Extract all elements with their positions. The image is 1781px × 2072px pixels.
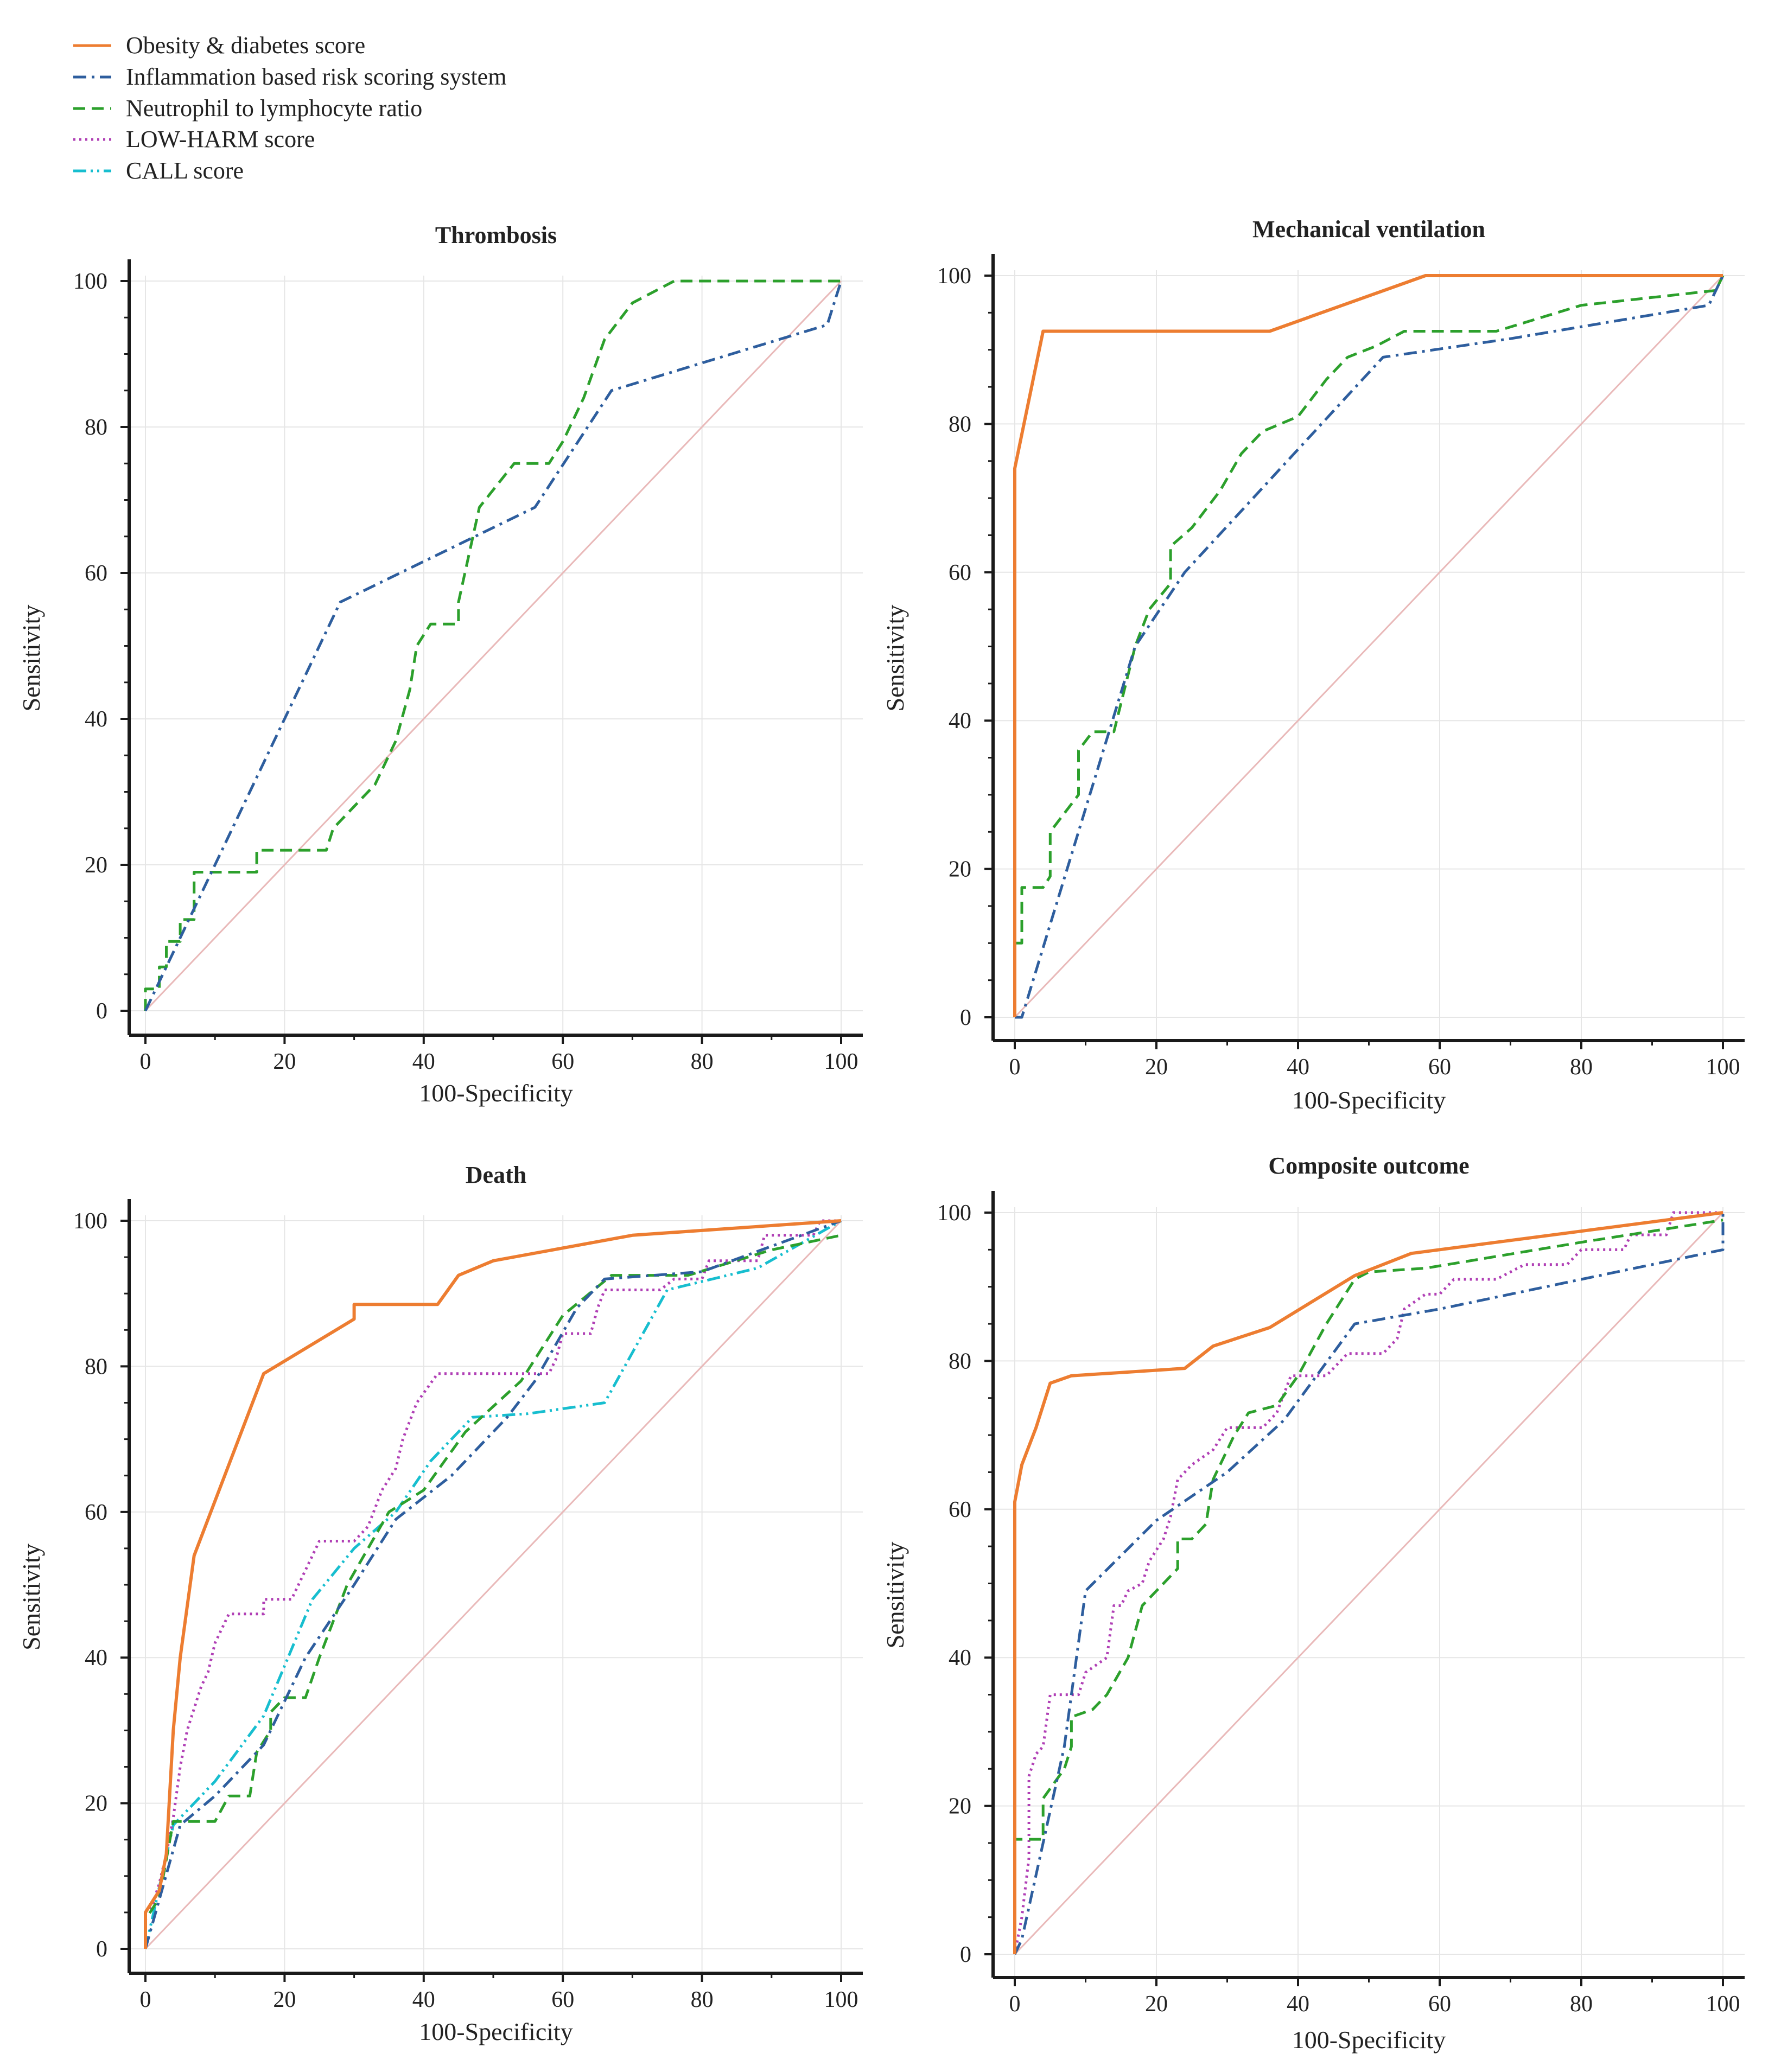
x-tick-label: 60 (1428, 1992, 1451, 2017)
x-tick-label: 80 (1570, 1992, 1593, 2017)
y-axis-label: Sensitivity (17, 605, 45, 712)
legend-label-obesity-diabetes: Obesity & diabetes score (126, 32, 365, 59)
x-tick-label: 60 (1428, 1055, 1451, 1080)
y-tick-label: 0 (960, 1005, 971, 1030)
y-tick-label: 60 (85, 1500, 107, 1525)
x-tick-label: 20 (1145, 1055, 1168, 1080)
x-tick-label: 100 (1706, 1055, 1740, 1080)
y-tick-label: 20 (949, 1794, 971, 1819)
roc-curve-obesity-diabetes-score (1013, 274, 1723, 1017)
chart-title: Composite outcome (1268, 1152, 1469, 1179)
y-tick-label: 100 (937, 1201, 971, 1226)
reference-diagonal (1014, 1212, 1724, 1955)
reference-diagonal (1014, 275, 1724, 1018)
y-tick-label: 20 (949, 857, 971, 882)
legend-entry-1: Inflammation based risk scoring system (73, 63, 506, 90)
legend-label-call: CALL score (126, 157, 244, 184)
x-axis-label: 100-Specificity (419, 2018, 573, 2045)
roc-curve-neutrophil-to-lymphocyte-ratio (1013, 275, 1725, 1017)
y-axis-label: Sensitivity (881, 1542, 909, 1649)
y-tick-label: 60 (949, 1497, 971, 1522)
x-tick-label: 0 (140, 1049, 151, 1074)
x-tick-label: 80 (1570, 1055, 1593, 1080)
roc-curve-neutrophil-to-lymphocyte-ratio (144, 279, 841, 1011)
y-tick-label: 100 (73, 1209, 107, 1234)
y-axis-label: Sensitivity (17, 1544, 45, 1650)
y-tick-label: 40 (85, 1646, 107, 1671)
x-tick-label: 60 (551, 1049, 574, 1074)
roc-curve-inflammation-based-risk-scoring-system (1015, 275, 1725, 1019)
roc-curve-obesity-diabetes-score (1013, 1211, 1723, 1954)
legend-label-nlr: Neutrophil to lymphocyte ratio (126, 95, 422, 122)
roc-curve-inflammation-based-risk-scoring-system (1013, 1213, 1725, 1955)
y-tick-label: 60 (949, 560, 971, 585)
x-tick-label: 80 (691, 1049, 714, 1074)
y-tick-label: 40 (949, 1646, 971, 1671)
x-tick-label: 20 (1145, 1992, 1168, 2017)
x-tick-label: 20 (273, 1987, 296, 2012)
chart-title: Mechanical ventilation (1252, 216, 1485, 243)
roc-curve-obesity-diabetes-score (144, 1219, 842, 1949)
x-tick-label: 80 (691, 1987, 714, 2012)
y-tick-label: 80 (949, 412, 971, 437)
x-tick-label: 40 (1287, 1055, 1309, 1080)
x-tick-label: 0 (1009, 1992, 1021, 2017)
y-tick-label: 40 (85, 707, 107, 732)
roc-curve-neutrophil-to-lymphocyte-ratio (144, 1234, 842, 1949)
roc-curve-inflammation-based-risk-scoring-system (144, 1219, 842, 1949)
roc-curve-inflammation-based-risk-scoring-system (144, 280, 843, 1012)
x-tick-label: 0 (140, 1987, 151, 2012)
x-axis-label: 100-Specificity (419, 1079, 573, 1107)
legend-entry-4: CALL score (73, 157, 244, 184)
legend: Obesity & diabetes score Inflammation ba… (73, 32, 506, 184)
y-tick-label: 0 (96, 1937, 107, 1962)
y-tick-label: 0 (960, 1942, 971, 1967)
x-axis-label: 100-Specificity (1292, 2026, 1446, 2054)
panel-thrombosis: 0 20 40 60 80 100 0 20 40 60 80 100 Thrombosis 100-Sp… (17, 222, 863, 1107)
x-tick-label: 40 (412, 1987, 435, 2012)
x-tick-label: 100 (1706, 1992, 1740, 2017)
y-tick-label: 20 (85, 1792, 107, 1816)
y-tick-label: 80 (85, 1354, 107, 1379)
reference-diagonal (144, 280, 842, 1012)
y-tick-label: 100 (937, 264, 971, 289)
legend-entry-0: Obesity & diabetes score (73, 32, 365, 59)
y-tick-label: 60 (85, 561, 107, 586)
y-axis-label: Sensitivity (881, 605, 909, 712)
legend-entry-3: LOW-HARM score (73, 126, 315, 152)
chart-title: Thrombosis (435, 222, 557, 248)
x-axis-label: 100-Specificity (1292, 1086, 1446, 1114)
y-tick-label: 80 (949, 1349, 971, 1374)
x-tick-label: 60 (551, 1987, 574, 2012)
panel-mechanical-ventilation: 0 20 40 60 80 100 0 20 40 60 80 100 Mechanical venti… (881, 216, 1745, 1114)
y-tick-label: 100 (73, 269, 107, 294)
roc-curve-neutrophil-to-lymphocyte-ratio (1013, 1219, 1723, 1954)
panel-death: 0 20 40 60 80 100 0 20 40 60 80 100 Death 100-Specifi… (17, 1162, 863, 2045)
x-tick-label: 40 (1287, 1992, 1309, 2017)
legend-label-inflammation: Inflammation based risk scoring system (126, 63, 506, 90)
legend-entry-2: Neutrophil to lymphocyte ratio (73, 95, 422, 122)
y-tick-label: 40 (949, 709, 971, 734)
x-tick-label: 100 (824, 1987, 858, 2012)
x-tick-label: 100 (824, 1049, 858, 1074)
legend-label-low-harm: LOW-HARM score (126, 126, 315, 152)
x-tick-label: 40 (412, 1049, 435, 1074)
y-tick-label: 0 (96, 999, 107, 1024)
y-tick-label: 80 (85, 415, 107, 440)
y-tick-label: 20 (85, 853, 107, 878)
panel-composite-outcome: 0 20 40 60 80 100 0 20 40 60 80 100 Composite outcom… (881, 1152, 1745, 2054)
x-tick-label: 20 (273, 1049, 296, 1074)
roc-curve-call-score (144, 1219, 842, 1949)
chart-title: Death (466, 1162, 526, 1188)
reference-diagonal (144, 1220, 842, 1950)
x-tick-label: 0 (1009, 1055, 1021, 1080)
